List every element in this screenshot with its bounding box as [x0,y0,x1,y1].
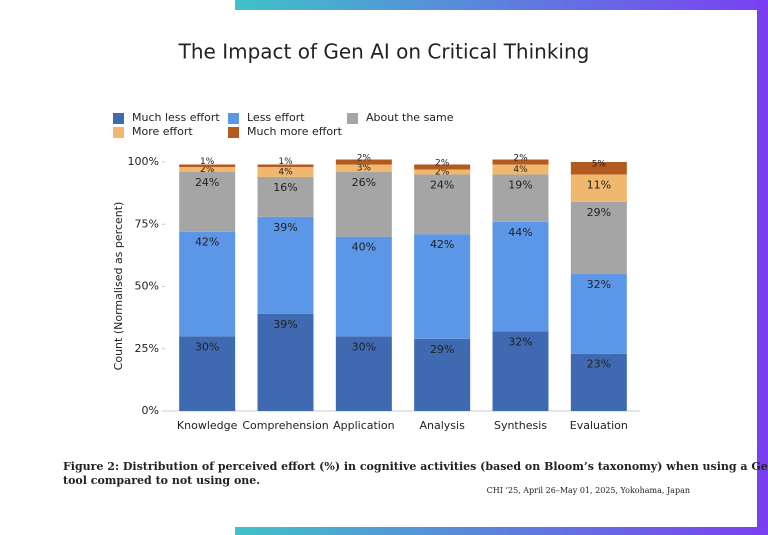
bar-segment [414,174,471,235]
value-label: 19% [508,178,532,191]
bar-segment [179,231,236,337]
value-label: 11% [587,178,611,191]
bottom-band [235,527,768,535]
bar-segment [179,166,236,172]
value-label: 32% [587,278,611,291]
value-label: 29% [430,343,454,356]
y-tick-label: 75% [135,217,159,230]
bar-segment [570,274,627,354]
value-label: 29% [587,206,611,219]
x-tick-label: Knowledge [177,419,238,432]
value-label: 4% [513,165,528,175]
chart-title: The Impact of Gen AI on Critical Thinkin… [178,40,590,64]
legend-label: Less effort [247,111,305,124]
bar-segment [179,171,236,232]
bar-segment [570,201,627,275]
value-label: 16% [273,181,297,194]
bar-segment [492,164,549,175]
bar-segment [492,221,549,332]
value-label: 26% [352,176,376,189]
value-label: 2% [435,158,450,168]
value-label: 2% [435,167,450,177]
value-label: 32% [508,335,532,348]
value-label: 24% [430,178,454,191]
value-label: 24% [195,176,219,189]
x-tick-label: Application [333,419,394,432]
bar-segment [335,171,392,237]
value-label: 39% [273,318,297,331]
value-label: 30% [352,340,376,353]
bar-segment [335,236,392,337]
legend-swatch [228,127,239,138]
bar-segment [492,159,549,165]
bar-segment [414,338,471,411]
y-tick-label: 0% [142,404,159,417]
bar-segment [179,164,236,167]
y-tick-label: 50% [135,280,159,293]
caption-line: Figure 2: Distribution of perceived effo… [63,460,768,473]
value-label: 44% [508,226,532,239]
bar-segment [335,159,392,165]
legend-swatch [228,113,239,124]
value-label: 5% [592,160,607,170]
y-axis-label: Count (Normalised as percent) [112,202,125,371]
value-label: 2% [513,154,528,164]
value-label: 1% [200,157,215,167]
right-band [757,0,768,535]
bar-segment [414,169,471,175]
value-label: 3% [357,164,372,174]
bar-segment [179,336,236,411]
x-tick-label: Evaluation [570,419,628,432]
legend-label: More effort [132,125,193,138]
x-tick-label: Comprehension [242,419,328,432]
bar-segment [414,234,471,339]
legend-label: About the same [366,111,454,124]
bar-segment [257,313,314,411]
bar-segment [570,162,627,175]
venue: CHI ’25, April 26–May 01, 2025, Yokohama… [487,486,690,495]
value-label: 30% [195,340,219,353]
top-band [235,0,768,10]
legend-swatch [347,113,358,124]
caption-line: tool compared to not using one. [63,474,260,487]
bar-segment [335,164,392,172]
bar-segment [492,331,549,411]
value-label: 2% [357,154,372,164]
bar-segment [335,336,392,411]
bar-segment [257,164,314,167]
value-label: 4% [278,167,293,177]
y-tick-label: 25% [135,342,159,355]
bar-segment [492,174,549,222]
x-tick-label: Analysis [420,419,466,432]
legend-swatch [113,113,124,124]
bar-segment [257,166,314,177]
bar-segment [570,174,627,202]
bar-segment [257,216,314,314]
legend-label: Much less effort [132,111,220,124]
x-tick-label: Synthesis [494,419,547,432]
bar-segment [414,164,471,170]
value-label: 1% [278,157,293,167]
bar-segment [570,353,627,411]
value-label: 39% [273,221,297,234]
value-label: 40% [352,241,376,254]
y-tick-label: 100% [128,155,159,168]
value-label: 42% [195,236,219,249]
value-label: 2% [200,165,215,175]
value-label: 42% [430,238,454,251]
bar-segment [257,176,314,217]
legend-label: Much more effort [247,125,343,138]
legend-swatch [113,127,124,138]
value-label: 23% [587,358,611,371]
